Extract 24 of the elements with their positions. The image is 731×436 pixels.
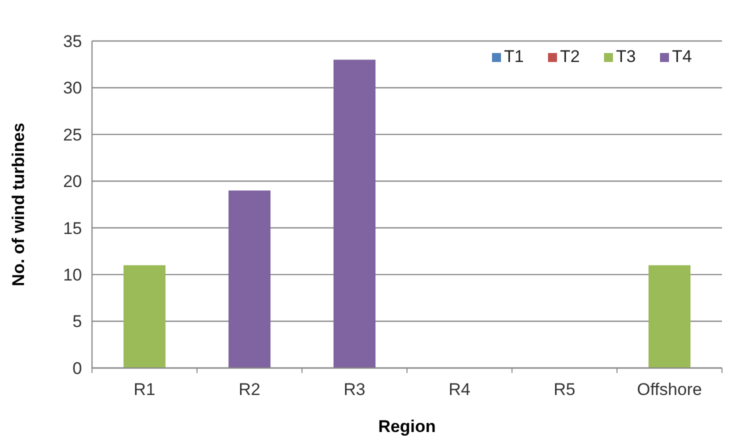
legend-label: T3 <box>616 47 636 66</box>
y-tick-label: 20 <box>63 172 82 192</box>
y-tick-label: 25 <box>63 125 82 144</box>
x-tick-label: R1 <box>134 380 156 399</box>
legend-label: T1 <box>504 47 524 66</box>
x-axis-title: Region <box>378 417 436 436</box>
y-tick-label: 15 <box>63 218 82 238</box>
legend-label: T4 <box>672 47 692 66</box>
x-tick-label: R5 <box>554 380 576 399</box>
x-tick-label: R4 <box>448 380 470 399</box>
x-tick-label: R2 <box>238 380 260 399</box>
y-tick-label: 35 <box>63 32 82 51</box>
bar <box>228 190 270 368</box>
bar <box>648 265 690 368</box>
bar <box>334 60 376 368</box>
y-axis-title: No. of wind turbines <box>9 122 28 286</box>
y-tick-label: 5 <box>72 312 82 332</box>
y-tick-label: 0 <box>72 358 82 378</box>
y-tick-label: 30 <box>63 78 82 98</box>
y-tick-label: 10 <box>63 266 82 285</box>
bar <box>124 265 166 368</box>
x-tick-label: Offshore <box>637 380 702 399</box>
x-tick-label: R3 <box>344 380 366 399</box>
legend-label: T2 <box>560 47 580 66</box>
